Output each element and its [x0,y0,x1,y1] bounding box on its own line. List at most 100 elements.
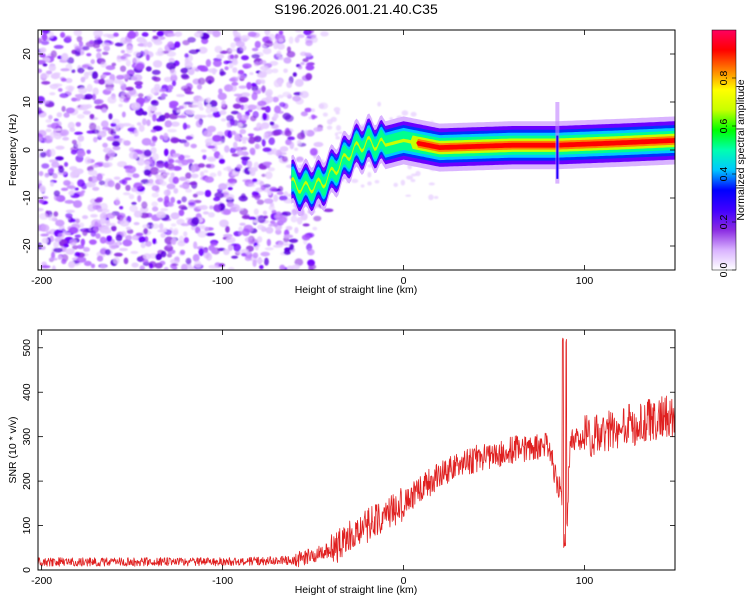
spectrogram-noise-blob [67,121,75,130]
spectrogram-noise-blob [227,244,233,252]
spectrogram-noise-blob [284,129,292,137]
spectrogram-noise-blob [209,172,217,178]
spectrogram-noise-blob [38,185,46,193]
spectrogram-noise-blob [181,196,187,203]
spectrogram-noise-blob [257,78,266,84]
spectrogram-noise-blob [265,88,273,97]
spectrogram-noise-blob [105,219,111,227]
spectrogram-noise-blob [39,47,47,53]
spectrogram-noise-blob [190,225,196,231]
spectrogram-noise-blob [298,65,303,70]
spectrogram-noise-blob [86,181,97,188]
spectrogram-noise-blob [254,143,260,150]
spectrogram-noise-blob [130,102,141,111]
spectrogram-noise-blob [170,121,180,127]
spectrogram-noise-blob [172,165,182,171]
spectrogram-noise-blob [116,123,125,129]
spectrogram-noise-blob [314,126,318,133]
spectrogram-noise-blob [164,120,172,128]
spectrogram-noise-blob [86,149,91,155]
spectrogram-noise-blob [61,231,72,236]
spectrogram-noise-blob [174,31,183,37]
spectrogram-noise-blob [205,97,211,103]
spectrogram-noise-blob [127,31,137,39]
spectrogram-noise-blob [265,171,273,180]
spectrogram-noise-blob [360,184,365,188]
spectrogram-noise-blob [237,112,242,120]
spectrogram-noise-blob [101,107,108,113]
spectrogram-noise-blob [298,160,303,163]
spectrogram-noise-blob [242,63,252,69]
spectrogram-noise-blob [231,81,239,86]
spectrogram-noise-blob [40,40,50,46]
spectrogram-noise-blob [149,166,160,175]
spectrogram-noise-blob [163,266,169,270]
spectrogram-noise-blob [178,235,185,244]
spectrogram-noise-blob [68,190,75,196]
x-tick-label: -100 [212,275,233,287]
spectrogram-noise-blob [194,260,202,268]
spectrogram-noise-blob [237,75,247,80]
spectrogram-noise-blob [41,80,51,85]
spectrogram-noise-blob [139,265,145,270]
spectrogram-noise-blob [294,147,299,151]
spectrogram-noise-blob [259,264,264,270]
spectrogram-noise-blob [192,104,199,108]
spectrogram-noise-blob [253,61,260,67]
spectrogram-noise-blob [277,151,287,156]
spectrogram-noise-blob [76,114,85,119]
spectrogram-noise-blob [98,78,106,85]
spectrogram-noise-blob [269,121,275,126]
spectrogram-noise-blob [151,69,161,75]
spectrogram-noise-blob [53,118,59,122]
spectrogram-noise-blob [276,50,282,57]
spectrogram-noise-blob [251,54,260,59]
spectrogram-noise-blob [90,59,95,65]
spectrogram-noise-blob [131,262,139,268]
spectrogram-noise-blob [176,115,187,119]
snr-y-label: SNR (10 * v/v) [7,416,19,483]
spectrogram-noise-blob [59,129,70,137]
spectrogram-x-ticks: -200 -100 0 100 [31,30,593,287]
x-tick-label: 0 [401,575,407,587]
spectrogram-noise-blob [302,223,310,227]
spectrogram-noise-blob [222,209,232,215]
spectrogram-noise-blob [191,217,200,225]
spectrogram-noise-blob [106,235,113,242]
spectrogram-noise-blob [225,225,230,233]
spectrogram-noise-blob [230,110,240,115]
spectrogram-noise-blob [153,76,161,82]
spectrogram-noise-blob [273,79,281,88]
spectrogram-noise-blob [45,119,52,123]
spectrogram-noise-blob [228,62,234,69]
spectrogram-noise-blob [72,200,83,208]
spectrogram-noise-blob [244,256,252,262]
spectrogram-noise-blob [123,97,130,103]
spectrogram-noise-blob [113,32,119,37]
spectrogram-noise-blob [109,222,116,227]
spectrogram-noise-blob [140,242,146,249]
spectrogram-noise-blob [263,133,270,141]
x-tick-label: 100 [576,275,594,287]
spectrogram-noise-blob [160,173,168,179]
spectrogram-noise-blob [40,265,51,269]
spectrogram-noise-blob [119,206,124,210]
spectrogram-noise-blob [241,146,248,151]
spectrogram-noise-blob [301,234,311,241]
spectrogram-noise-blob [161,92,166,100]
spectrogram-noise-blob [110,122,117,127]
spectrogram-noise-blob [312,226,318,231]
spectrogram-noise-blob [129,147,135,152]
spectrogram-noise-blob [53,211,59,217]
spectrogram-noise-blob [277,94,284,99]
spectrogram-noise-blob [116,74,125,80]
spectrogram-noise-blob [77,135,85,142]
spectrogram-noise-blob [74,45,82,51]
spectrogram-noise-blob [286,81,293,89]
spectrogram-noise-blob [114,182,121,190]
spectrogram-noise-blob [283,68,288,73]
spectrogram-noise-blob [240,55,249,61]
spectrogram-noise-blob [271,130,281,136]
spectrogram-noise-blob [77,179,85,187]
spectrogram-noise-blob [273,194,279,202]
